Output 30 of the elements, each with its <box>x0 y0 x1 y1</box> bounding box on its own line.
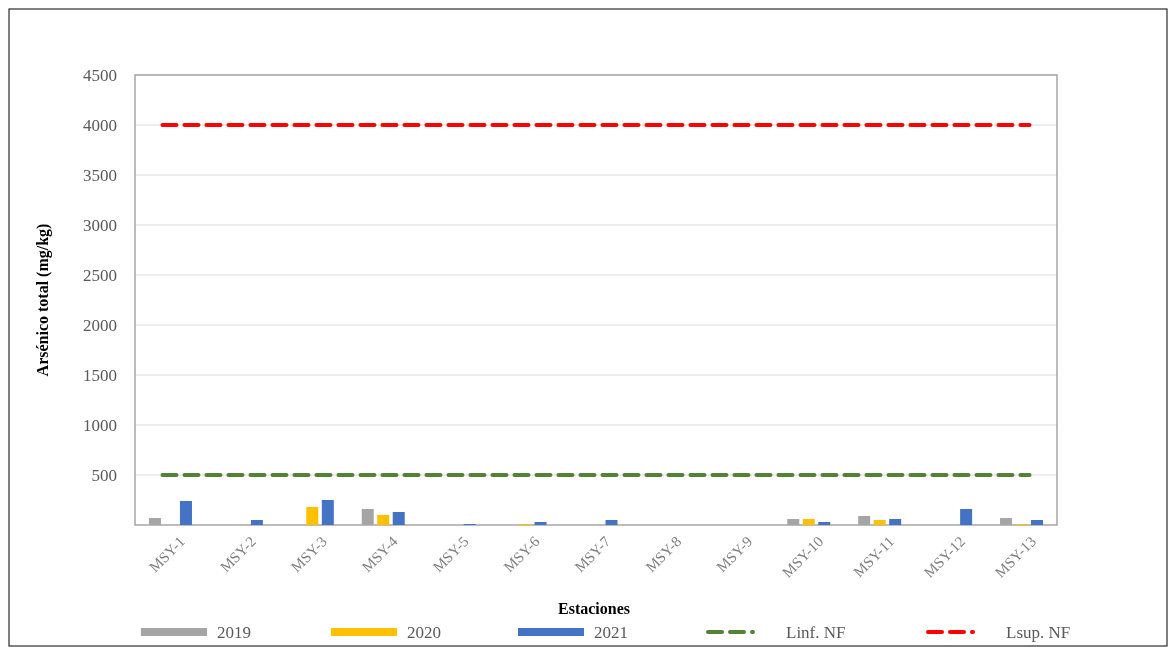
bar <box>306 507 319 525</box>
y-tick-label: 500 <box>91 465 117 485</box>
y-tick-label: 1000 <box>83 415 117 435</box>
bar <box>392 512 405 525</box>
y-tick-label: 2000 <box>83 315 117 335</box>
bar <box>873 520 886 525</box>
bar <box>377 515 390 525</box>
y-tick-label: 1500 <box>83 365 117 385</box>
y-tick-label: 3500 <box>83 165 117 185</box>
y-axis-title: Arsénico total (mg/kg) <box>34 223 52 377</box>
bar <box>1031 520 1044 525</box>
y-tick-label: 4000 <box>83 115 117 135</box>
y-tick-label: 4500 <box>83 65 117 85</box>
legend-label: 2019 <box>217 622 251 642</box>
bar <box>889 519 902 525</box>
legend-label: Linf. NF <box>786 622 846 642</box>
bar <box>321 500 334 525</box>
bar <box>818 522 831 525</box>
y-tick-label: 3000 <box>83 215 117 235</box>
bar <box>250 520 263 525</box>
bar <box>534 522 547 525</box>
x-axis-title: Estaciones <box>558 600 630 617</box>
legend-label: 2021 <box>594 622 628 642</box>
bar <box>605 520 618 525</box>
bar <box>179 501 192 525</box>
bar <box>960 509 973 525</box>
bar <box>802 519 815 525</box>
legend-label: Lsup. NF <box>1006 622 1071 642</box>
y-tick-label: 2500 <box>83 265 117 285</box>
legend-label: 2020 <box>407 622 441 642</box>
